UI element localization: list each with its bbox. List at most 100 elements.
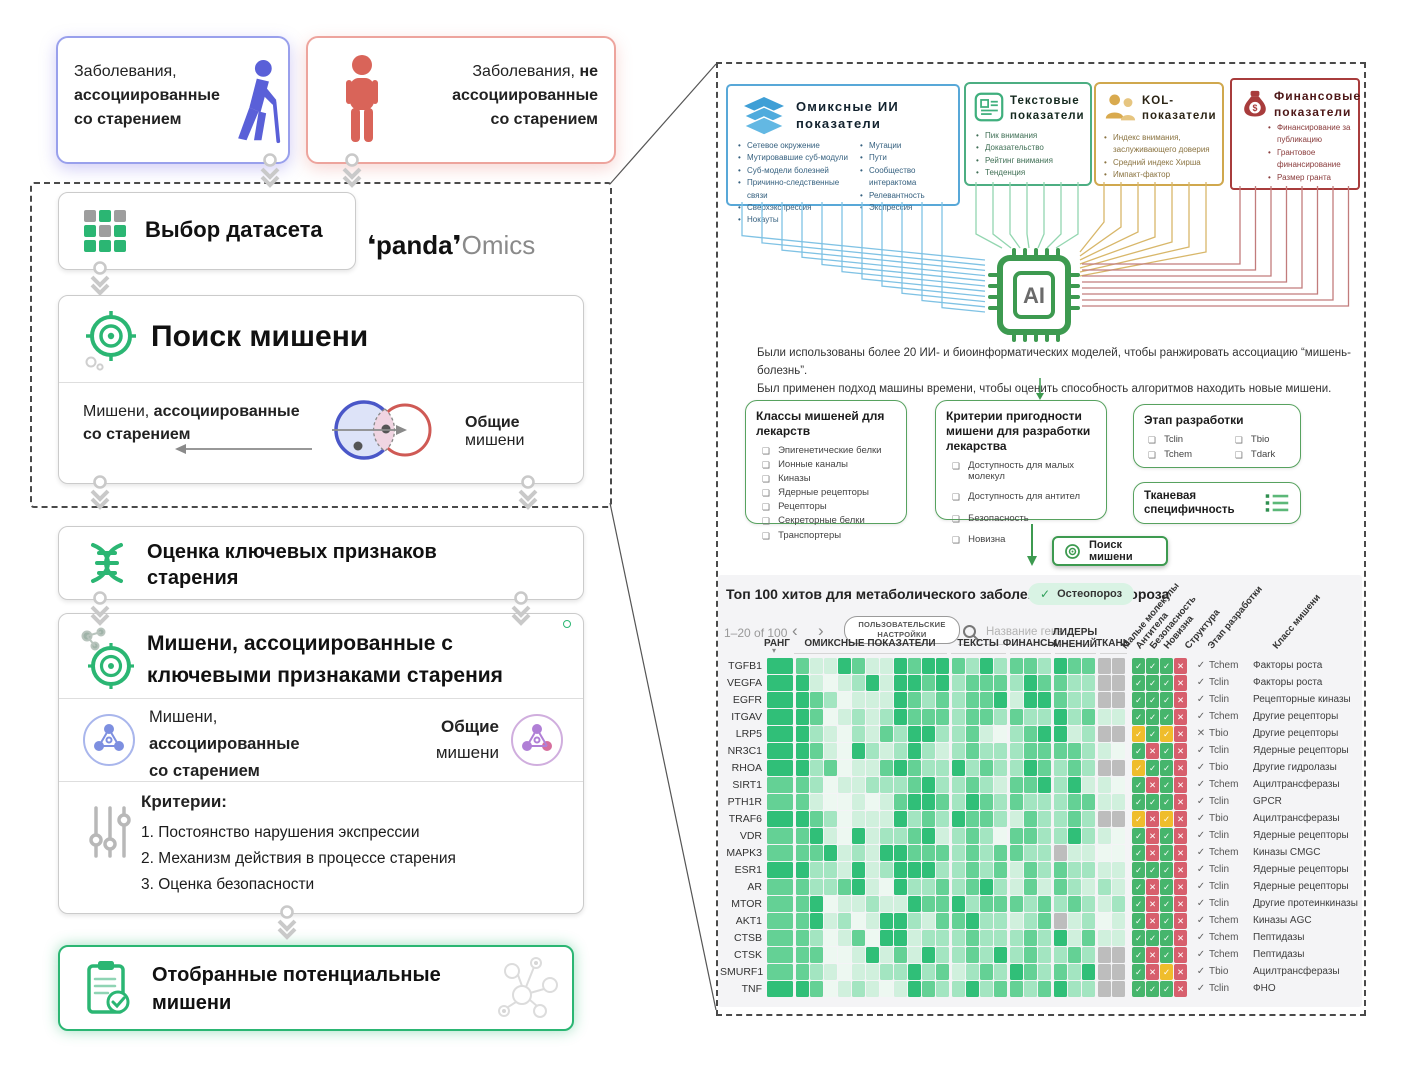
col-header-rank[interactable]: РАНГ [764, 638, 790, 649]
flag-cell: ✓ [1160, 726, 1173, 742]
structure-mark: ✓ [1196, 830, 1206, 841]
dataset-selection-card[interactable]: Выбор датасета [58, 192, 356, 270]
gene-search-input[interactable]: Название гена [986, 626, 1064, 638]
col-header-omics[interactable]: ОМИКСНЫЕ ПОКАЗАТЕЛИ [804, 638, 936, 649]
flag-cell: ✓ [1146, 760, 1159, 776]
checkbox-icon[interactable]: ❏ [762, 446, 771, 456]
col-header-finance[interactable]: ФИНАНСЫ [1002, 638, 1058, 649]
col-header-texts[interactable]: ТЕКСТЫ [957, 638, 999, 649]
table-row[interactable]: MTOR ✓ ✕ ✓ ✕ ✓ Tclin Другие протеинкиназы [720, 896, 1362, 912]
table-row[interactable]: AKT1 ✓ ✕ ✓ ✕ ✓ Tchem Киназы AGC [720, 913, 1362, 929]
heatmap-cell [952, 760, 965, 776]
checkbox-icon[interactable]: ❏ [1234, 435, 1243, 445]
criteria-title: Критерии: [141, 792, 227, 811]
list-item[interactable]: ❏ Доступность для малых молекул [952, 460, 1075, 482]
table-row[interactable]: TNF ✓ ✓ ✓ ✕ ✓ Tclin ФНО [720, 981, 1362, 997]
heatmap-cell [767, 760, 793, 776]
flag-cell: ✕ [1174, 709, 1187, 725]
table-row[interactable]: PTH1R ✓ ✓ ✓ ✕ ✓ Tclin GPCR [720, 794, 1362, 810]
list-item[interactable]: ❏ Эпигенетические белки [762, 445, 882, 456]
flag-cell: ✓ [1132, 794, 1145, 810]
list-item[interactable]: ❏ Киназы [762, 473, 811, 485]
checkbox-icon[interactable]: ❏ [952, 535, 961, 546]
list-item[interactable]: ❏ Tbio [1234, 434, 1270, 445]
selected-targets-card[interactable]: Отобранные потенциальные мишени [58, 945, 574, 1031]
sort-caret-icon[interactable]: ▾ [772, 646, 777, 655]
heatmap-cell [980, 896, 993, 912]
heatmap-cell [796, 981, 809, 997]
list-item[interactable]: ❏ Секреторные белки [762, 515, 865, 527]
heatmap-cell [1010, 743, 1023, 759]
checkbox-icon[interactable]: ❏ [762, 488, 771, 499]
heatmap-cell [1082, 777, 1095, 793]
table-row[interactable]: ESR1 ✓ ✓ ✓ ✕ ✓ Tclin Ядерные рецепторы [720, 862, 1362, 878]
checkbox-icon[interactable]: ❏ [952, 513, 961, 524]
table-row[interactable]: TGFB1 ✓ ✓ ✓ ✕ ✓ Tchem Факторы роста [720, 658, 1362, 674]
hallmarks-card[interactable]: Оценка ключевых признаков старения [58, 526, 584, 600]
list-item[interactable]: ❏ Tclin [1148, 434, 1184, 445]
molecule-target-icon [75, 626, 139, 692]
target-search-card[interactable]: Поиск мишени Мишени, ассоциированные со … [58, 295, 584, 484]
heatmap-cell [810, 675, 823, 691]
gene-label: AR [747, 881, 762, 893]
checkbox-icon[interactable]: ❏ [762, 502, 771, 513]
checkbox-icon[interactable]: ❏ [762, 516, 771, 527]
flag-cell: ✓ [1146, 658, 1159, 674]
list-item[interactable]: ❏ Tchem [1148, 448, 1193, 460]
table-row[interactable]: CTSK ✓ ✕ ✓ ✕ ✓ Tchem Пептидазы [720, 947, 1362, 963]
flag-cell: ✓ [1160, 913, 1173, 929]
development-stage: Tclin [1209, 694, 1230, 705]
table-row[interactable]: NR3C1 ✓ ✕ ✓ ✕ ✓ Tclin Ядерные рецепторы [720, 743, 1362, 759]
list-item[interactable]: ❏ Рецепторы [762, 501, 827, 513]
table-row[interactable]: TRAF6 ✓ ✕ ✓ ✕ ✓ Tbio Ацилтрансферазы [720, 811, 1362, 827]
list-item[interactable]: ❏ Доступность для антител [952, 491, 1081, 502]
heatmap-cell [1038, 862, 1051, 878]
table-row[interactable]: LRP5 ✓ ✓ ✓ ✕ ✕ Tbio Другие рецепторы [720, 726, 1362, 742]
col-header-kol[interactable]: ЛИДЕРЫ МНЕНИЙ [1052, 627, 1098, 650]
checkbox-icon[interactable]: ❏ [762, 460, 771, 471]
next-page-button[interactable]: › [818, 621, 824, 640]
heatmap-cell [1024, 709, 1037, 725]
gene-label: AKT1 [735, 915, 762, 927]
table-row[interactable]: MAPK3 ✓ ✕ ✓ ✕ ✓ Tchem Киназы CMGC [720, 845, 1362, 861]
heatmap-cell [796, 658, 809, 674]
list-item[interactable]: ❏ Tdark [1234, 448, 1276, 460]
table-row[interactable]: SMURF1 ✓ ✕ ✓ ✕ ✓ Tbio Ацилтрансферазы [720, 964, 1362, 980]
heatmap-cell [1082, 879, 1095, 895]
heatmap-cell [1024, 913, 1037, 929]
table-row[interactable]: CTSB ✓ ✓ ✓ ✕ ✓ Tchem Пептидазы [720, 930, 1362, 946]
table-row[interactable]: VDR ✓ ✕ ✓ ✕ ✓ Tclin Ядерные рецепторы [720, 828, 1362, 844]
table-row[interactable]: EGFR ✓ ✓ ✓ ✕ ✓ Tclin Рецепторные киназы [720, 692, 1362, 708]
heatmap-cell [880, 981, 893, 997]
table-row[interactable]: RHOA ✓ ✓ ✓ ✕ ✓ Tbio Другие гидролазы [720, 760, 1362, 776]
list-item[interactable]: ❏ Ядерные рецепторы [762, 487, 870, 499]
table-row[interactable]: SIRT1 ✓ ✕ ✓ ✕ ✓ Tchem Ацилтрансферазы [720, 777, 1362, 793]
list-item[interactable]: ❏ Транспортеры [762, 529, 842, 541]
checkbox-icon[interactable]: ❏ [762, 474, 771, 485]
checkbox-icon[interactable]: ❏ [952, 461, 961, 471]
checkbox-icon[interactable]: ❏ [1148, 449, 1157, 460]
checkbox-icon[interactable]: ❏ [1148, 435, 1157, 445]
heatmap-cell [908, 658, 921, 674]
checkbox-icon[interactable]: ❏ [762, 530, 771, 541]
hallmark-targets-card[interactable]: Мишени, ассоциированные с ключевыми приз… [58, 613, 584, 914]
gene-label: SMURF1 [720, 966, 764, 978]
prev-page-button[interactable]: ‹ [792, 621, 798, 640]
checkbox-icon[interactable]: ❏ [952, 492, 961, 502]
aging-diseases-line2: ассоциированные [74, 87, 220, 104]
list-item[interactable]: ❏ Ионные каналы [762, 459, 848, 471]
table-row[interactable]: VEGFA ✓ ✓ ✓ ✕ ✓ Tclin Факторы роста [720, 675, 1362, 691]
list-item[interactable]: ❏ Безопасность [952, 512, 1029, 524]
col-header-tissue[interactable]: ТКАНЬ [1096, 638, 1130, 649]
table-row[interactable]: ITGAV ✓ ✓ ✓ ✕ ✓ Tchem Другие рецепторы [720, 709, 1362, 725]
table-row[interactable]: AR ✓ ✕ ✓ ✕ ✓ Tclin Ядерные рецепторы [720, 879, 1362, 895]
checkbox-icon[interactable]: ❏ [1234, 449, 1243, 460]
custom-settings-button[interactable]: ПОЛЬЗОВАТЕЛЬСКИЕ НАСТРОЙКИ [844, 616, 960, 644]
heatmap-cell [980, 845, 993, 861]
target-search-button[interactable]: Поиск мишени [1052, 536, 1168, 566]
heatmap-cell [824, 811, 837, 827]
disease-chip[interactable]: ✓ Остеопороз [1028, 583, 1135, 605]
heatmap-cell [1112, 760, 1125, 776]
list-item[interactable]: ❏ Новизна [952, 534, 1006, 546]
heatmap-cell [824, 964, 837, 980]
